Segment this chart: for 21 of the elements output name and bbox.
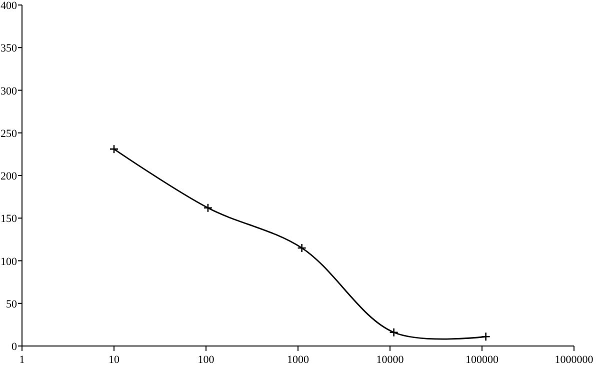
- point: [297, 243, 306, 253]
- y-tick-label: 200: [0, 170, 18, 182]
- point: [389, 328, 398, 338]
- y-tick-label: 50: [6, 298, 18, 310]
- x-tick-label: 10: [108, 354, 120, 366]
- x-tick-label: 100: [198, 354, 215, 366]
- y-tick-label: 400: [0, 0, 18, 12]
- y-tick-label: 250: [0, 128, 18, 140]
- x-tick-label: 1: [19, 354, 25, 366]
- x-tick-label: 10000: [376, 354, 404, 366]
- x-tick-label: 100000: [466, 354, 499, 366]
- y-tick-label: 300: [0, 85, 18, 98]
- y-tick-label: 150: [0, 213, 18, 226]
- point: [481, 332, 490, 342]
- point: [203, 203, 213, 213]
- x-tick-label: 1000000: [554, 354, 594, 366]
- y-tick-label: 100: [0, 256, 18, 268]
- y-tick-label: 0: [12, 341, 18, 353]
- point: [109, 144, 119, 154]
- y-tick-label: 350: [0, 42, 18, 55]
- x-tick-label: 1000: [287, 354, 310, 366]
